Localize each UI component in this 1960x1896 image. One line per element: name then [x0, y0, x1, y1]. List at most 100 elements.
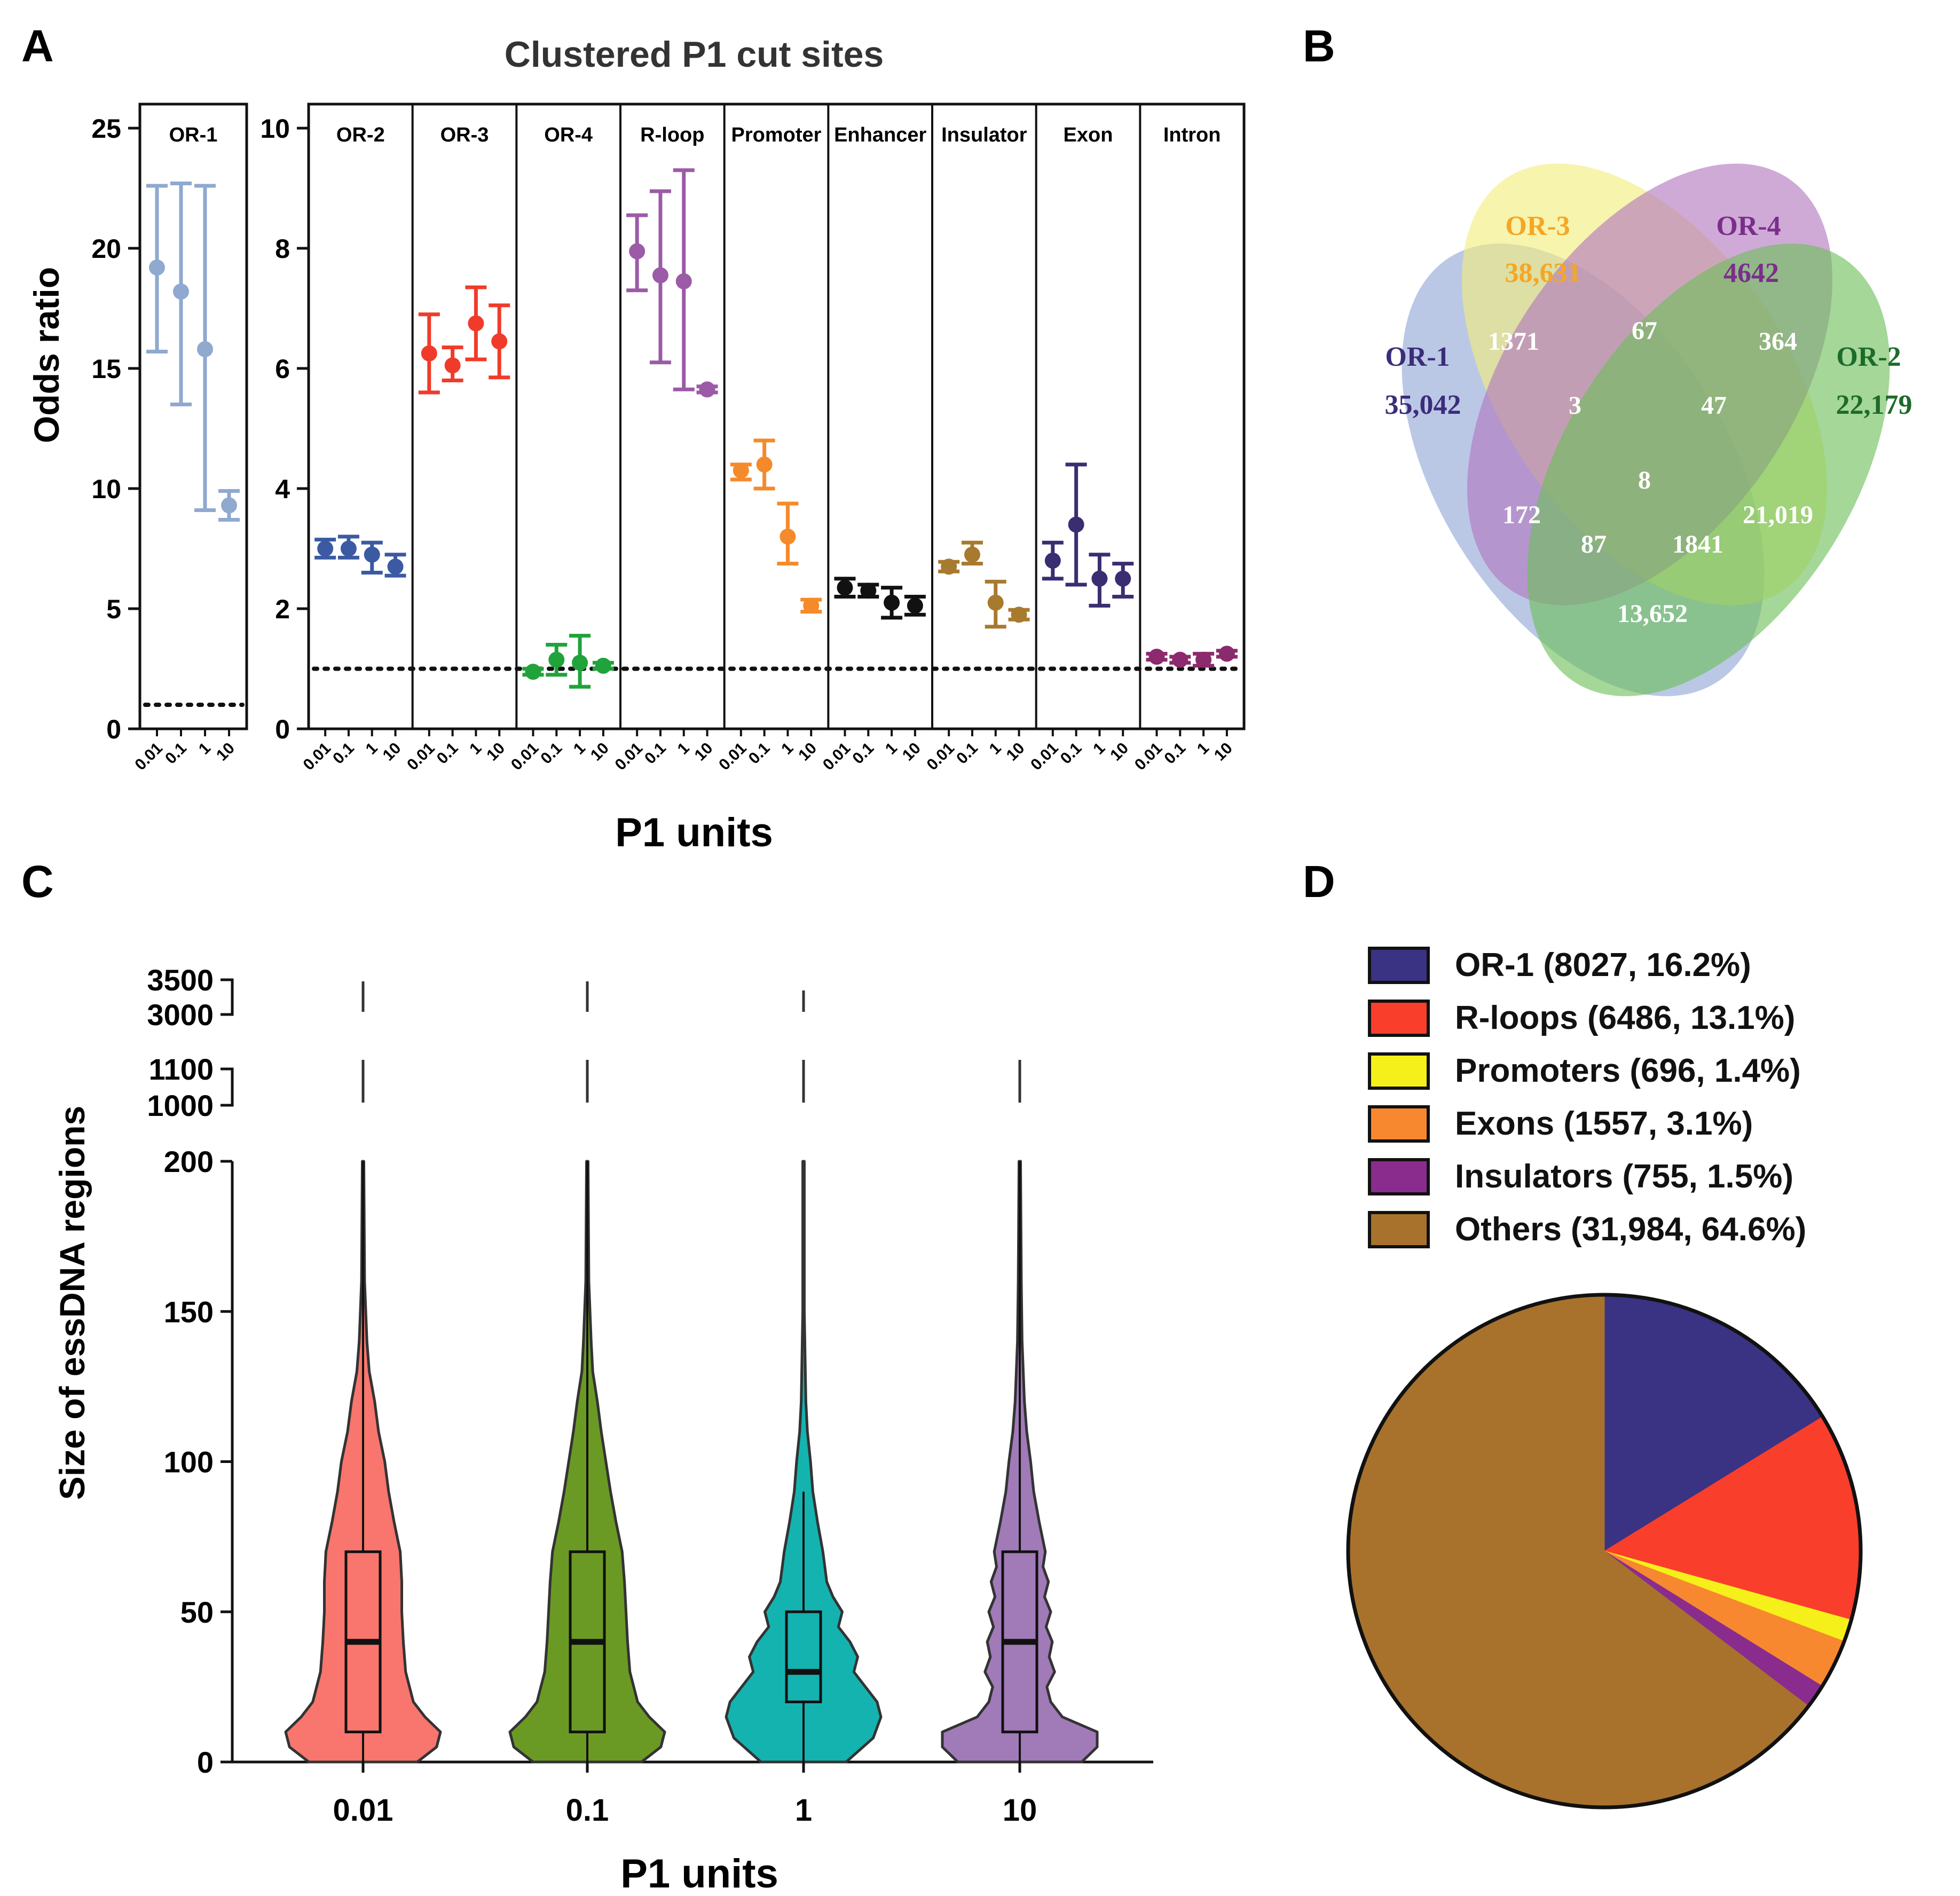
- c-y-tick-label: 200: [164, 1145, 214, 1178]
- group-intron-point: [1172, 651, 1188, 668]
- group-insulator-point: [941, 558, 957, 575]
- group-or-4-point: [525, 664, 541, 680]
- group-or-4-point: [548, 651, 565, 668]
- group-or-2-point: [317, 540, 334, 557]
- group-or-3-point: [444, 357, 461, 374]
- right-y-tick-label: 6: [275, 354, 290, 384]
- venn-set-count: 38,631: [1505, 258, 1581, 288]
- group-or-3-label: OR-3: [440, 124, 489, 146]
- left-y-tick-label: 10: [91, 474, 121, 504]
- right-y-tick-label: 0: [275, 714, 290, 744]
- venn-intersection-count: 13,652: [1617, 600, 1688, 628]
- venn-set-or-2: [1527, 243, 1890, 696]
- group-or-2-label: OR-2: [336, 124, 385, 146]
- c-broken-tick-label: 3500: [147, 963, 214, 997]
- venn-intersection-count: 1841: [1672, 530, 1723, 558]
- pie: [1346, 1293, 1863, 1810]
- c-x-tick-label: 10: [1003, 1793, 1037, 1828]
- c-x-tick-label: 1: [795, 1793, 812, 1828]
- group-insulator-point: [964, 546, 980, 563]
- left-y-tick-label: 20: [91, 234, 121, 264]
- c-y-tick-label: 50: [180, 1595, 214, 1629]
- group-intron-point: [1218, 646, 1235, 662]
- right-y-tick-label: 2: [275, 594, 290, 624]
- legend-label: Insulators (755, 1.5%): [1455, 1158, 1793, 1195]
- group-or-2-point: [364, 546, 380, 563]
- left-y-tick-label: 25: [91, 114, 121, 144]
- venn-intersection-count: 47: [1701, 391, 1727, 420]
- group-or-1-point: [173, 284, 189, 300]
- panel-a-title: Clustered P1 cut sites: [505, 34, 884, 75]
- panel-a-y-label: Odds ratio: [27, 267, 66, 443]
- legend-swatch: [1368, 1158, 1430, 1195]
- venn-intersection-count: 172: [1502, 501, 1541, 529]
- c-y-tick-label: 150: [164, 1295, 214, 1328]
- group-r-loop-point: [652, 267, 668, 284]
- c-broken-tick-label: 1100: [149, 1052, 214, 1086]
- right-y-tick-label: 8: [275, 234, 290, 264]
- pie-legend: OR-1 (8027, 16.2%) R-loops (6486, 13.1%) P…: [1368, 947, 1806, 1248]
- group-or-4-point: [572, 655, 588, 671]
- group-exon-point: [1091, 570, 1108, 587]
- left-y-tick-label: 5: [106, 594, 121, 624]
- venn-set-count: 22,179: [1836, 390, 1912, 420]
- group-promoter-point: [780, 529, 796, 545]
- group-r-loop-point: [699, 381, 715, 398]
- legend-label: R-loops (6486, 13.1%): [1455, 1000, 1795, 1036]
- panel-label-b: B: [1303, 21, 1335, 71]
- group-enhancer-point: [860, 583, 877, 599]
- panel-a-odds-ratio-chart: Clustered P1 cut sites P1 units Odds rat…: [27, 34, 1246, 855]
- venn-set-name: OR-4: [1716, 211, 1781, 241]
- c-y-tick-label: 0: [197, 1745, 214, 1779]
- group-or-3-point: [468, 315, 484, 332]
- group-or-3-point: [421, 345, 437, 361]
- group-or-2-point: [340, 540, 357, 557]
- group-or-4-label: OR-4: [544, 124, 593, 146]
- venn-set-name: OR-2: [1836, 342, 1901, 372]
- group-insulator-point: [1011, 607, 1027, 623]
- panel-label-a: A: [21, 21, 54, 71]
- group-intron-point: [1195, 651, 1212, 668]
- c-broken-axis-segment: [221, 978, 234, 1016]
- group-or-1-point: [197, 341, 213, 357]
- group-intron-point: [1148, 649, 1165, 665]
- panel-a-x-label: P1 units: [615, 810, 773, 855]
- venn-intersection-count: 21,019: [1743, 501, 1813, 529]
- pie-outline: [1346, 1293, 1863, 1810]
- box-iqr: [785, 1610, 822, 1703]
- group-insulator-point: [987, 594, 1004, 611]
- group-or-1-point: [221, 497, 237, 514]
- venn-intersection-count: 8: [1638, 466, 1651, 494]
- group-exon-point: [1068, 516, 1084, 533]
- violin-1: [725, 1160, 883, 1764]
- group-or-3-point: [491, 333, 508, 350]
- panel-d-pie-chart: OR-1 (8027, 16.2%) R-loops (6486, 13.1%) P…: [1346, 947, 1863, 1810]
- venn-set-name: OR-1: [1385, 342, 1450, 372]
- group-r-loop-point: [675, 273, 692, 289]
- c-x-tick-label: 0.01: [333, 1793, 393, 1828]
- group-enhancer-point: [884, 594, 900, 611]
- group-intron-label: Intron: [1163, 124, 1221, 146]
- group-promoter-label: Promoter: [731, 124, 822, 146]
- group-promoter-point: [733, 462, 749, 479]
- venn-set-name: OR-3: [1505, 211, 1570, 241]
- panel-c-y-label: Size of essDNA regions: [52, 1106, 92, 1500]
- legend-label: Promoters (696, 1.4%): [1455, 1052, 1801, 1089]
- group-enhancer-point: [907, 597, 923, 614]
- group-or-1-label: OR-1: [169, 124, 218, 146]
- c-broken-tick-label: 1000: [147, 1089, 214, 1122]
- group-enhancer-point: [837, 579, 853, 596]
- legend-swatch: [1368, 1105, 1430, 1143]
- left-y-tick-label: 0: [106, 714, 121, 744]
- venn-set-count: 4642: [1723, 258, 1779, 288]
- venn-intersection-count: 67: [1632, 317, 1657, 345]
- group-insulator-label: Insulator: [941, 124, 1027, 146]
- legend-swatch: [1368, 1052, 1430, 1090]
- c-y-tick-label: 100: [164, 1445, 214, 1479]
- c-broken-tick-label: 3000: [147, 998, 214, 1032]
- legend-swatch: [1368, 1000, 1430, 1037]
- legend-label: Exons (1557, 3.1%): [1455, 1105, 1753, 1142]
- panel-b-venn-diagram: OR-1 35,042 OR-3 38,631 OR-4 4642 OR-2 22,179 13…: [1385, 163, 1912, 696]
